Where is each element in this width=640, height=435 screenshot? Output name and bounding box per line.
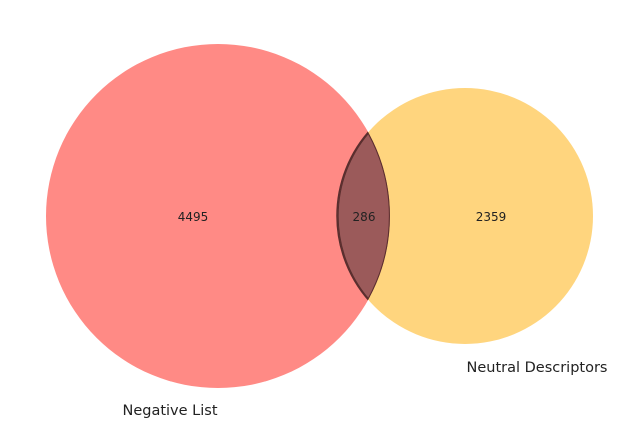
negative-list-only-count: 4495 (178, 210, 209, 224)
neutral-descriptors-circle (337, 88, 593, 344)
negative-list-label: Negative List (122, 403, 217, 419)
negative-list-circle (46, 44, 390, 388)
intersection-outline (337, 132, 390, 300)
intersection-region (336, 87, 390, 345)
neutral-descriptors-label: Neutral Descriptors (466, 360, 607, 376)
intersection-count: 286 (353, 210, 376, 224)
neutral-descriptors-only-count: 2359 (476, 210, 507, 224)
